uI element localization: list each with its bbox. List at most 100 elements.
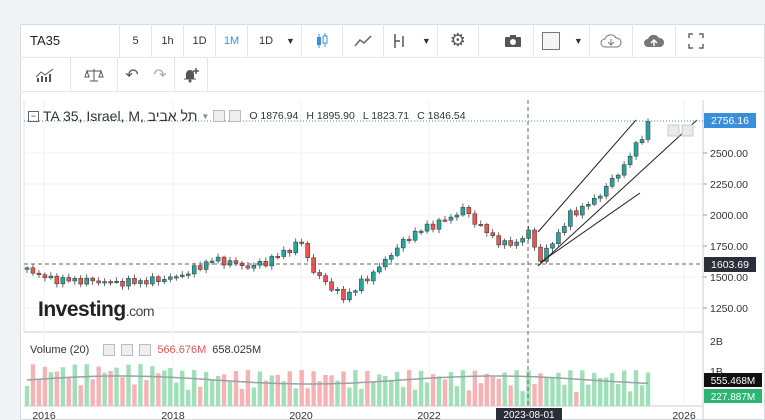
collapse-icon[interactable]: −	[28, 110, 39, 122]
interval-1h[interactable]: 1h	[152, 24, 184, 57]
legend-title: TA 35, Israel, M, תל אביב	[43, 108, 198, 124]
candle-body	[78, 278, 83, 285]
volume-bar	[520, 391, 525, 406]
interval-dropdown[interactable]: 1D	[248, 24, 280, 57]
price-tick-label: 1500.00	[710, 272, 748, 284]
volume-bar	[424, 382, 430, 406]
candle-body	[371, 271, 376, 282]
volume-bar	[389, 379, 394, 406]
channel-upper-line[interactable]	[537, 119, 637, 233]
volume-bar	[30, 364, 36, 406]
volume-bar	[329, 375, 334, 406]
volume-bar	[353, 370, 358, 406]
volume-bar	[466, 390, 472, 406]
candle-body	[478, 224, 484, 227]
interval-5[interactable]: 5	[120, 24, 152, 57]
volume-bar	[395, 371, 400, 406]
volume-bar	[430, 374, 436, 406]
volume-bar	[221, 374, 227, 406]
pane-maximize-button[interactable]	[667, 124, 680, 137]
volume-bar	[365, 371, 370, 406]
candle-body	[257, 261, 263, 266]
candle-body	[150, 276, 155, 285]
interval-1d[interactable]: 1D	[184, 24, 216, 57]
line-chart-icon[interactable]	[343, 24, 384, 57]
volume-bar	[574, 391, 579, 406]
undo-icon[interactable]: ↶	[125, 66, 139, 84]
legend-close: C 1846.54	[417, 110, 466, 122]
candle-body	[209, 260, 215, 263]
indicator-icon[interactable]	[384, 24, 416, 57]
redo-icon[interactable]: ↷	[146, 58, 175, 91]
crosshair-date-tag	[496, 408, 562, 420]
volume-bar	[544, 377, 549, 406]
compare-icon[interactable]	[71, 58, 118, 91]
candle-body	[514, 241, 519, 246]
color-picker[interactable]	[534, 24, 568, 57]
gear-icon[interactable]: ⚙	[438, 24, 479, 57]
eye-icon[interactable]	[213, 110, 226, 122]
channel-lower-line[interactable]	[537, 119, 698, 267]
cloud-download-icon[interactable]	[590, 24, 633, 57]
candle-body	[418, 230, 424, 233]
candle-body	[120, 281, 125, 287]
volume-bar	[580, 370, 585, 406]
volume-bar	[36, 378, 42, 406]
volume-bar	[114, 367, 119, 406]
volume-bar	[490, 376, 495, 406]
candle-body	[66, 277, 72, 282]
candle-body	[323, 275, 328, 283]
cloud-upload-icon[interactable]	[633, 24, 676, 57]
candle-body	[96, 280, 101, 284]
time-tick-label: 2018	[161, 410, 185, 420]
candle-body	[347, 291, 352, 301]
close-icon[interactable]	[139, 344, 152, 356]
add-alert-icon[interactable]	[175, 58, 208, 91]
candle-body	[233, 260, 239, 264]
channel-lower-line-2[interactable]	[540, 192, 641, 263]
chevron-down-icon[interactable]: ▼	[568, 24, 590, 57]
volume-bar	[251, 387, 257, 406]
volume-bar	[168, 368, 173, 406]
camera-icon[interactable]	[493, 24, 534, 57]
fullscreen-icon[interactable]	[676, 24, 716, 57]
eye-icon[interactable]	[103, 344, 116, 356]
candle-body	[448, 216, 454, 221]
volume-tag-1	[704, 373, 762, 387]
volume-bar	[191, 370, 197, 406]
candle-body	[90, 277, 95, 282]
price-axis: 2500.00 2250.00 2000.00 1750.00 1500.00 1250.…	[703, 148, 748, 315]
candle-body	[108, 281, 113, 284]
symbol-input[interactable]: TA35	[20, 24, 120, 57]
chevron-down-icon[interactable]: ▼	[416, 24, 438, 57]
candle-body	[412, 230, 418, 241]
chevron-down-icon[interactable]: ▼	[201, 111, 210, 121]
volume-bar	[556, 372, 561, 406]
volume-bar	[209, 379, 215, 406]
volume-value-2: 658.025M	[212, 344, 262, 356]
volume-bar	[293, 388, 298, 406]
volume-bar	[609, 373, 615, 406]
settings-icon[interactable]	[229, 110, 242, 122]
studies-icon[interactable]	[20, 58, 71, 91]
candle-body	[383, 259, 388, 268]
candles-icon[interactable]	[302, 24, 343, 57]
candle-body	[84, 277, 89, 285]
volume-bar	[156, 373, 161, 406]
chevron-down-icon[interactable]: ▼	[280, 24, 302, 57]
candle-body	[490, 232, 495, 236]
candle-body	[144, 280, 149, 285]
candle-body	[287, 249, 292, 254]
settings-icon[interactable]	[121, 344, 134, 356]
volume-bar	[90, 379, 95, 406]
volume-bar	[484, 373, 489, 406]
volume-bar	[269, 375, 275, 406]
candle-body	[532, 229, 537, 248]
legend-high: H 1895.90	[306, 110, 355, 122]
candle-body	[215, 256, 221, 262]
volume-bar	[436, 376, 442, 406]
interval-1m[interactable]: 1M	[216, 24, 248, 57]
pane-close-button[interactable]	[681, 124, 694, 137]
